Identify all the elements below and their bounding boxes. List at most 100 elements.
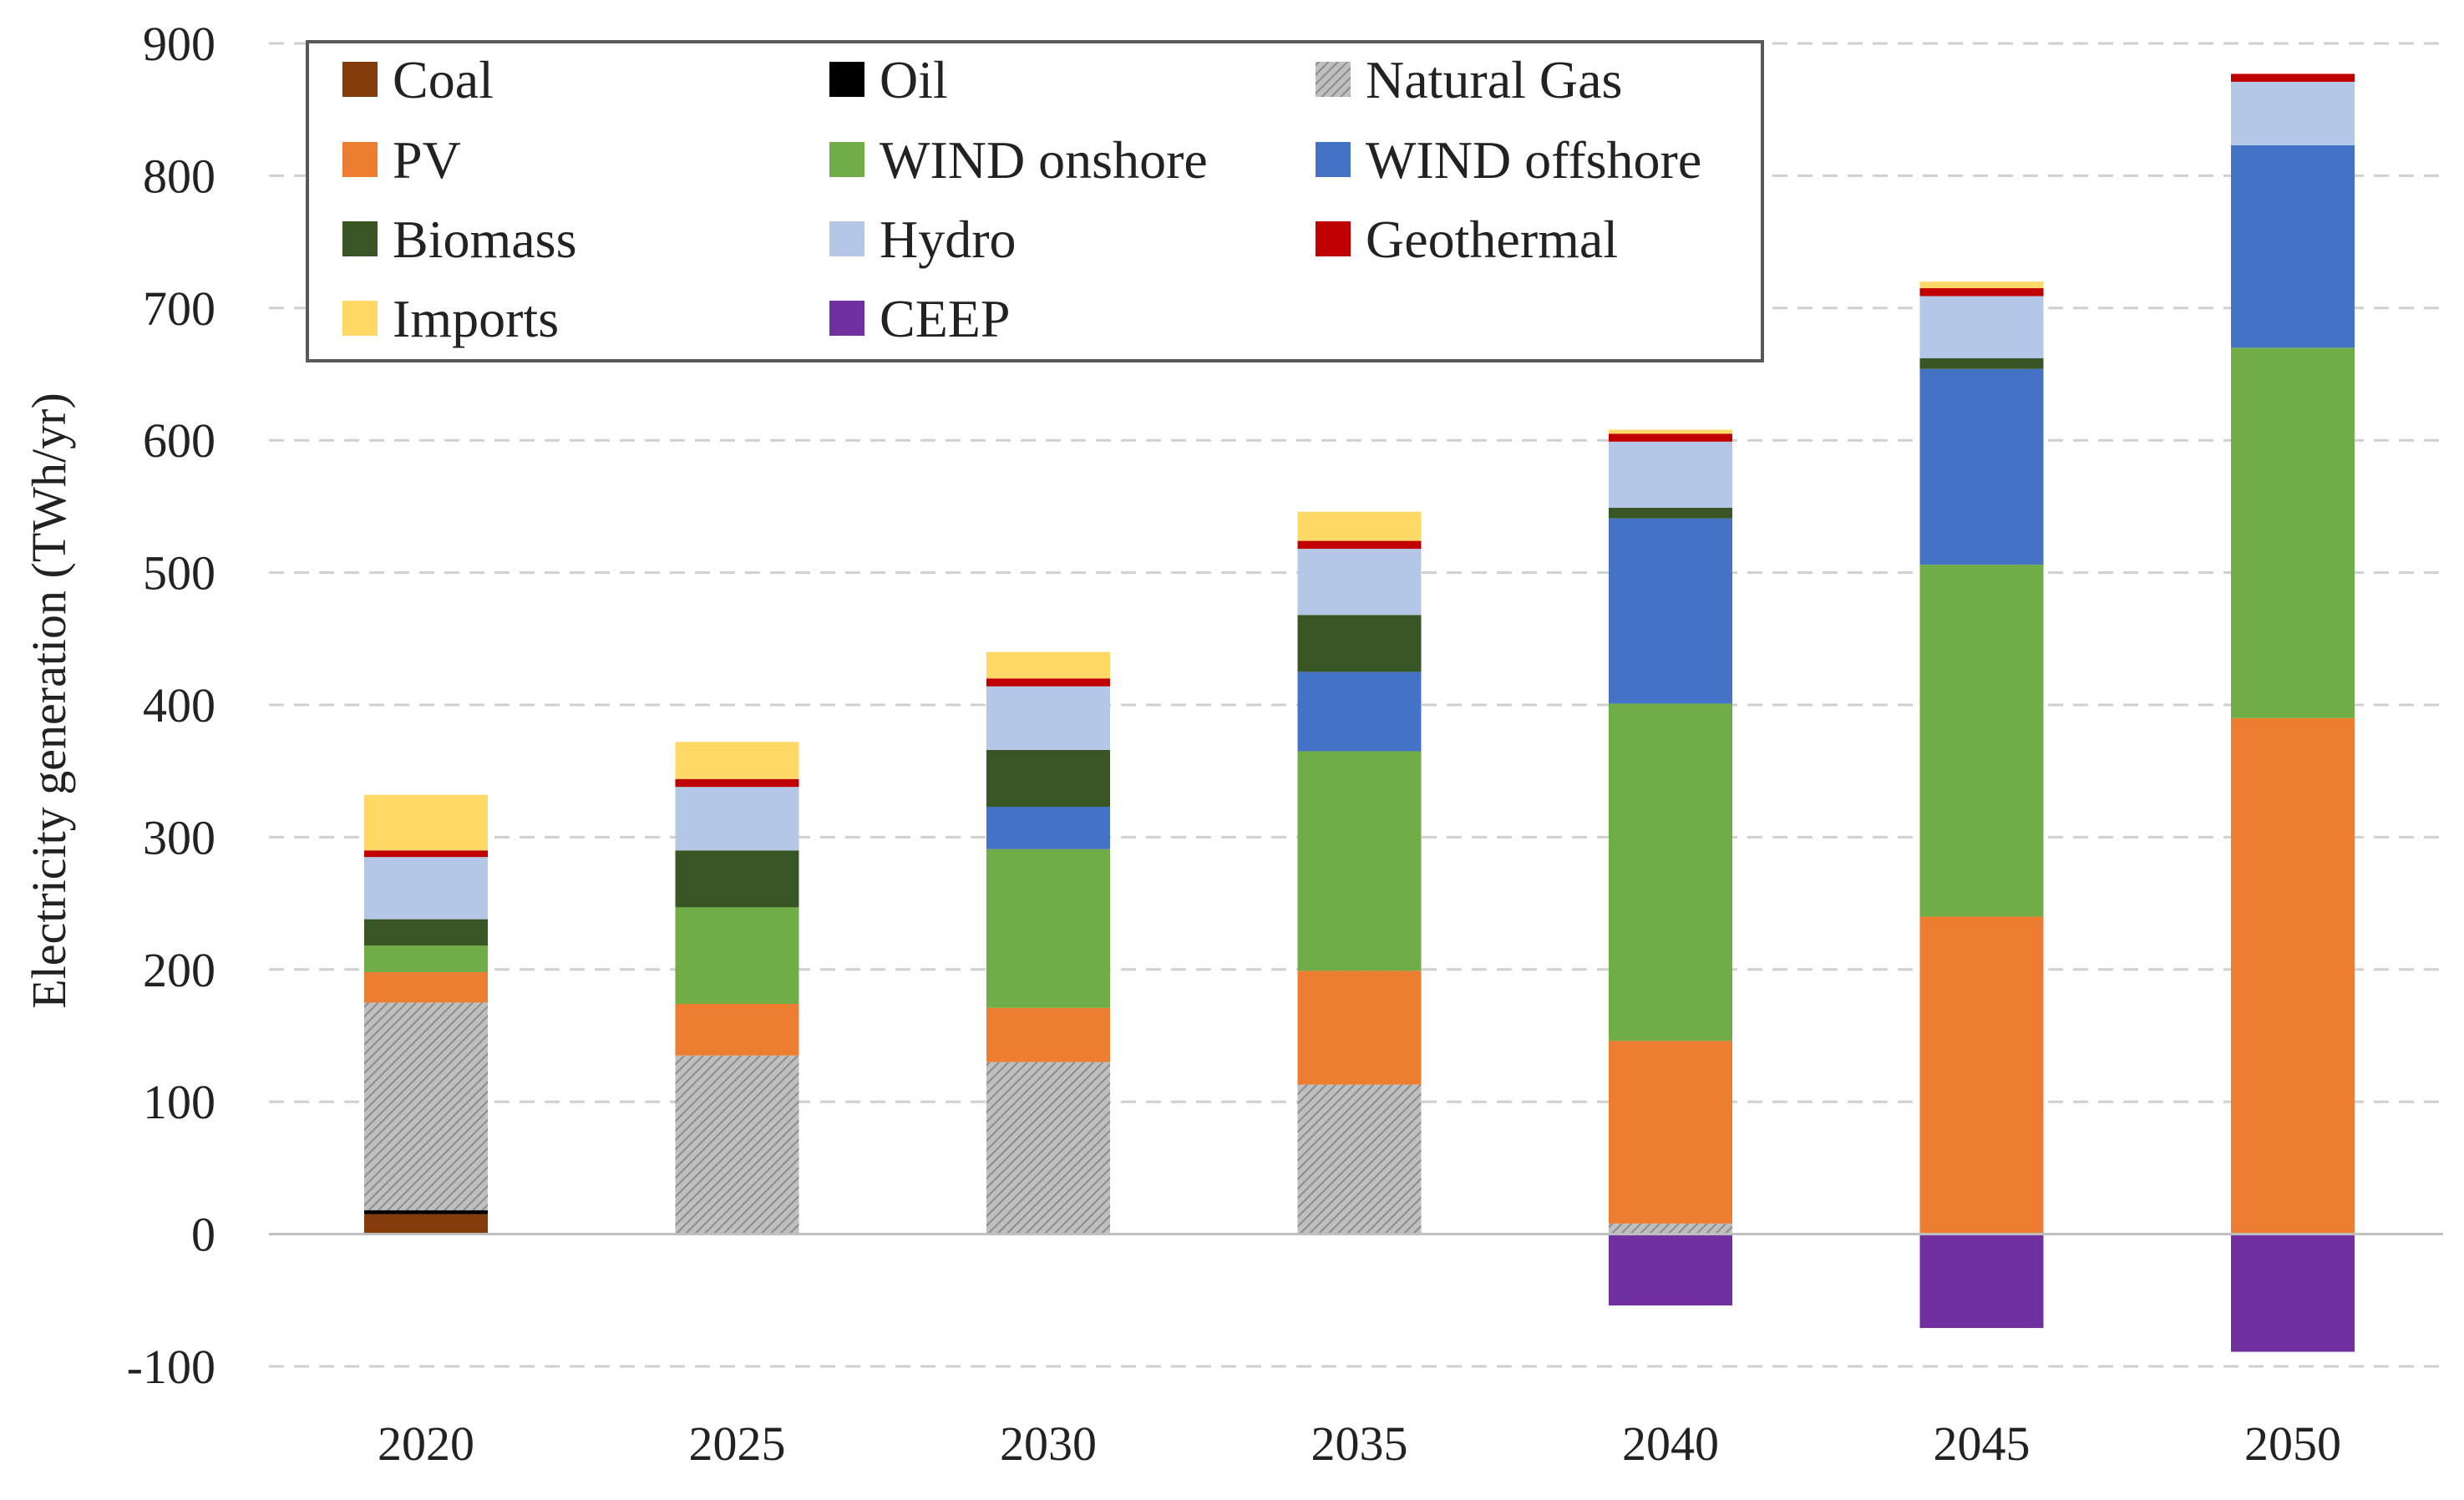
bar-stack-2050	[2231, 73, 2355, 1351]
x-tick-label: 2040	[1622, 1416, 1719, 1471]
bar-segment-geothermal	[986, 678, 1110, 687]
bar-segment-geothermal	[1920, 288, 2044, 296]
chart: -1000100200300400500600700800900 2020 202…	[0, 0, 2464, 1500]
legend-label: Coal	[393, 50, 494, 109]
bar-segment-wind-onshore	[986, 849, 1110, 1008]
legend-swatch-hydro	[829, 221, 864, 256]
x-tick-label: 2025	[689, 1416, 786, 1471]
bar-segment-imports	[1920, 281, 2044, 288]
legend-label: Imports	[393, 289, 559, 348]
bar-segment-wind-onshore	[1920, 565, 2044, 916]
y-tick-label: 300	[143, 810, 215, 864]
bar-segment-pv	[1609, 1041, 1732, 1224]
y-tick-label: -100	[127, 1340, 215, 1394]
bar-segment-hydro	[2231, 82, 2355, 145]
legend-swatch-biomass	[342, 221, 378, 256]
bar-segment-coal	[364, 1214, 488, 1234]
bar-segment-geothermal	[1609, 433, 1732, 442]
y-tick-label: 800	[143, 149, 215, 203]
bar-segment-ceep	[1609, 1234, 1732, 1306]
legend-swatch-geothermal	[1316, 221, 1351, 256]
bar-segment-wind-offshore	[1298, 671, 1422, 751]
bar-segment-wind-onshore	[2231, 347, 2355, 718]
legend-swatch-natural-gas	[1316, 62, 1351, 97]
bar-segment-natural-gas	[1609, 1224, 1732, 1234]
y-tick-label: 400	[143, 678, 215, 732]
x-axis-ticks: 2020 2025 2030 2035 2040 2045 2050	[378, 1416, 2341, 1471]
bar-segment-biomass	[1609, 508, 1732, 519]
legend-label: WIND onshore	[880, 130, 1208, 190]
y-tick-label: 0	[191, 1208, 215, 1262]
bar-segment-pv	[364, 972, 488, 1002]
bar-segment-pv	[1298, 970, 1422, 1084]
bar-segment-wind-onshore	[1298, 751, 1422, 970]
legend-label: Hydro	[880, 210, 1017, 269]
x-tick-label: 2050	[2244, 1416, 2341, 1471]
bar-segment-natural-gas	[1298, 1085, 1422, 1234]
bar-segment-natural-gas	[676, 1056, 799, 1234]
bar-segment-wind-offshore	[2231, 145, 2355, 347]
legend-label: WIND offshore	[1366, 130, 1701, 190]
bar-stack-2045	[1920, 281, 2044, 1328]
bar-segment-oil	[364, 1210, 488, 1214]
bar-segment-wind-offshore	[986, 807, 1110, 849]
bar-segment-biomass	[1298, 615, 1422, 671]
bar-segment-imports	[364, 795, 488, 851]
bar-segment-biomass	[676, 850, 799, 907]
bar-segment-pv	[1920, 916, 2044, 1234]
bar-segment-geothermal	[676, 779, 799, 788]
bar-segment-pv	[986, 1008, 1110, 1062]
bar-stack-2020	[364, 795, 488, 1234]
y-axis-label: Electricity generation (TWh/yr)	[22, 393, 76, 1009]
bar-segment-wind-offshore	[1609, 519, 1732, 704]
legend-swatch-pv	[342, 142, 378, 177]
bar-segment-imports	[986, 652, 1110, 679]
y-tick-label: 100	[143, 1075, 215, 1129]
legend-swatch-imports	[342, 301, 378, 336]
x-tick-label: 2030	[1000, 1416, 1097, 1471]
y-tick-label: 200	[143, 943, 215, 997]
bar-segment-natural-gas	[364, 1002, 488, 1210]
legend-label: Natural Gas	[1366, 50, 1622, 109]
y-tick-label: 700	[143, 281, 215, 336]
bar-segment-wind-offshore	[1920, 369, 2044, 565]
legend-label: PV	[393, 130, 461, 190]
bar-segment-wind-onshore	[1609, 703, 1732, 1041]
bar-segment-imports	[1609, 430, 1732, 434]
bar-segment-wind-onshore	[364, 945, 488, 972]
bar-segment-natural-gas	[986, 1062, 1110, 1234]
bar-segment-hydro	[1298, 549, 1422, 615]
bar-segment-wind-onshore	[676, 907, 799, 1004]
bar-segment-pv	[2231, 718, 2355, 1234]
bar-stack-2040	[1609, 430, 1732, 1306]
bar-segment-ceep	[1920, 1234, 2044, 1328]
legend-label: CEEP	[880, 289, 1010, 348]
bar-segment-hydro	[364, 857, 488, 919]
bar-segment-hydro	[1920, 296, 2044, 358]
bar-segment-hydro	[986, 687, 1110, 750]
bar-segment-imports	[676, 742, 799, 778]
legend-label: Geothermal	[1366, 210, 1618, 269]
bar-segment-biomass	[986, 750, 1110, 807]
y-tick-label: 600	[143, 413, 215, 468]
bar-segment-biomass	[364, 920, 488, 946]
x-tick-label: 2045	[1934, 1416, 2031, 1471]
x-tick-label: 2020	[378, 1416, 474, 1471]
bar-stack-2030	[986, 652, 1110, 1234]
bar-segment-ceep	[2231, 1234, 2355, 1352]
y-axis-ticks: -100 0 100 200 300 400 500 600 700 800 900	[127, 17, 215, 1394]
bar-segment-geothermal	[2231, 73, 2355, 82]
bar-segment-pv	[676, 1004, 799, 1056]
bar-segment-hydro	[1609, 442, 1732, 508]
bar-segment-biomass	[1920, 358, 2044, 369]
bar-segment-geothermal	[364, 850, 488, 857]
bar-segment-hydro	[676, 787, 799, 850]
bar-segment-imports	[1298, 512, 1422, 541]
legend-swatch-ceep	[829, 301, 864, 336]
legend-swatch-oil	[829, 62, 864, 97]
bar-segment-geothermal	[1298, 541, 1422, 550]
legend-swatch-coal	[342, 62, 378, 97]
x-tick-label: 2035	[1311, 1416, 1408, 1471]
legend: Coal Oil Natural Gas PV WIND onshore WIND off…	[307, 42, 1762, 361]
legend-swatch-wind-onshore	[829, 142, 864, 177]
